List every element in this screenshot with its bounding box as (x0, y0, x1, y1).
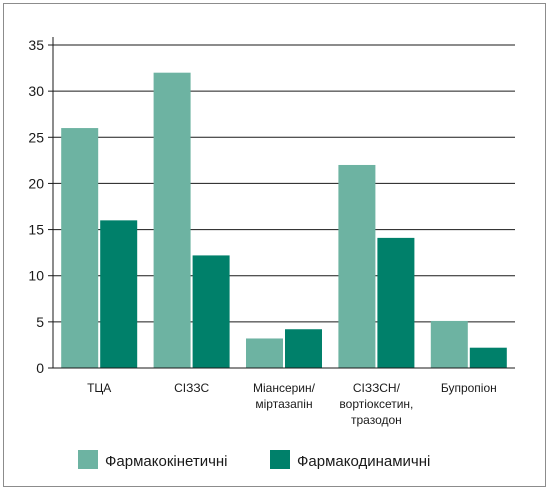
y-tick-label: 30 (28, 83, 44, 99)
bar-pharmacodynamic (377, 237, 415, 368)
y-tick-label: 15 (28, 222, 44, 238)
x-category-label-line: СІЗЗСН/ (353, 381, 401, 395)
bar-pharmacodynamic (469, 347, 507, 368)
x-category-label: Міансерин/міртазапін (253, 381, 316, 411)
bar-pharmacodynamic (192, 255, 230, 368)
x-category-label: ТЦА (87, 381, 111, 395)
bar-pharmacokinetic (61, 128, 99, 368)
x-category-label-line: міртазапін (255, 397, 312, 411)
x-category-label-line: тразодон (351, 413, 402, 427)
x-category-label-line: Міансерин/ (253, 381, 316, 395)
bar-pharmacokinetic (246, 338, 283, 368)
y-tick-label: 10 (28, 268, 44, 284)
x-category-label: Бупропіон (441, 381, 497, 395)
bar-pharmacokinetic (430, 320, 468, 368)
legend-label: Фармакокінетичні (105, 453, 228, 470)
x-category-label-line: вортіоксетин, (339, 397, 413, 411)
legend-label: Фармакодинамичні (297, 453, 430, 470)
bar-pharmacodynamic (285, 329, 322, 368)
bar-pharmacokinetic (338, 164, 376, 368)
x-category-label-line: СІЗЗС (174, 381, 209, 395)
bar-pharmacokinetic (153, 72, 191, 368)
x-category-label-line: Бупропіон (441, 381, 497, 395)
y-tick-label: 0 (36, 360, 44, 376)
x-category-label-line: ТЦА (87, 381, 111, 395)
y-tick-label: 5 (36, 314, 44, 330)
y-tick-label: 20 (28, 175, 44, 191)
bar-pharmacodynamic (100, 220, 138, 368)
x-category-label: СІЗЗСН/вортіоксетин, тразодон (339, 381, 413, 427)
legend-swatch (270, 450, 290, 469)
x-category-label: СІЗЗС (174, 381, 209, 395)
y-tick-label: 25 (28, 129, 44, 145)
legend-swatch (78, 450, 98, 469)
y-tick-label: 35 (28, 37, 44, 53)
